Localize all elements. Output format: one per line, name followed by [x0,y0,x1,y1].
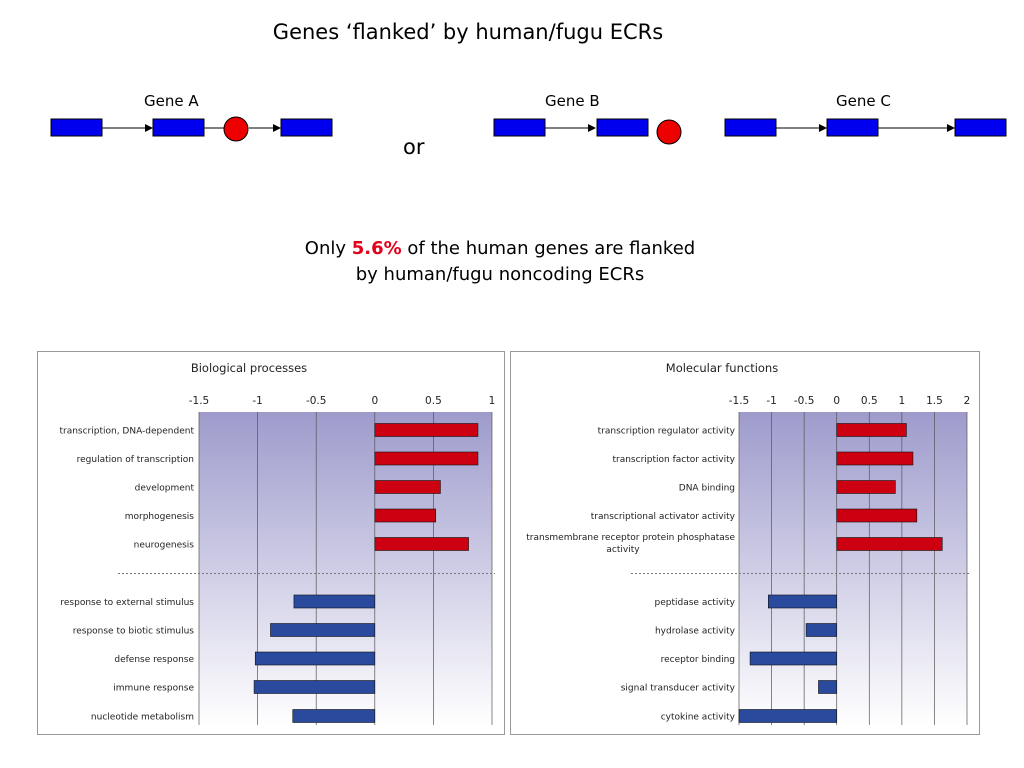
tick-label: -0.5 [794,395,815,407]
category-label: receptor binding [661,655,735,665]
tick-label: -1 [766,395,776,407]
tick-label: -1.5 [189,395,210,407]
bar [768,594,838,609]
category-label: transmembrane receptor protein phosphata… [526,533,735,555]
or-label: or [403,135,425,159]
gene-diagram [50,116,1007,145]
bar [292,709,376,723]
tick-label: 0.5 [425,395,442,407]
flank-diagram-left [50,116,333,142]
category-label: transcriptional activator activity [591,512,736,522]
category-label: transcription factor activity [612,455,735,465]
summary-percent: 5.6% [351,238,402,259]
summary-text: Only 5.6% of the human genes are flanked… [200,236,800,288]
category-label: defense response [114,655,194,665]
category-label: nucleotide metabolism [91,713,194,723]
chart-molecular-functions: Molecular functions -1.5 -1 -0.5 0 0.5 1 1.5 2 tr… [510,351,980,735]
tick-label: 0 [833,395,840,407]
category-label: response to biotic stimulus [73,627,195,637]
category-label: development [135,484,195,494]
summary-line-2: by human/fugu noncoding ECRs [355,264,645,285]
summary-suffix: of the human genes are flanked [401,238,696,259]
chart-svg-biological-processes: Biological processes -1.5 -1 -0.5 0 0.5 1 trans… [59,361,496,725]
gene-c-label: Gene C [836,92,891,110]
bar [749,651,838,666]
bar [374,508,437,523]
bar [836,508,918,523]
gene-box [954,118,1007,137]
gene-box [724,118,777,137]
ecr-circle [223,116,249,142]
bar [374,451,479,466]
category-label: neurogenesis [134,541,195,551]
gene-a-label: Gene A [144,92,199,110]
tick-label: 0 [371,395,378,407]
category-label: hydrolase activity [655,627,736,637]
bar [253,680,376,694]
gene-box [596,118,649,137]
category-label: signal transducer activity [621,684,736,694]
summary-line-1: Only 5.6% of the human genes are flanked [200,236,800,262]
category-label: cytokine activity [661,713,736,723]
bar [254,651,376,666]
gene-box [493,118,546,137]
bar [270,623,376,637]
bar [836,423,907,437]
bar [818,680,838,694]
chart-title: Biological processes [191,361,307,375]
category-label: transcription regulator activity [598,427,736,437]
category-label: peptidase activity [655,598,736,608]
category-label: regulation of transcription [77,455,194,465]
ecr-circle [656,119,682,145]
slide-title: Genes ‘flanked’ by human/fugu ECRs [272,20,664,44]
category-label: immune response [113,684,194,694]
gene-box [152,118,205,137]
tick-label: 1 [899,395,906,407]
bar [374,480,441,494]
gene-b-label: Gene B [545,92,600,110]
tick-label: -1.5 [729,395,750,407]
tick-label: 2 [964,395,971,407]
bar [374,537,469,551]
gene-box [826,118,879,137]
chart-svg-molecular-functions: Molecular functions -1.5 -1 -0.5 0 0.5 1 1.5 2 tr… [526,361,971,725]
tick-label: 1.5 [926,395,943,407]
gene-box [50,118,103,137]
bar [293,594,376,609]
category-label: response to external stimulus [60,598,194,608]
tick-label: -1 [252,395,262,407]
gene-box [280,118,333,137]
bar [836,537,943,551]
bar [374,423,479,437]
tick-label: 0.5 [861,395,878,407]
tick-label: -0.5 [306,395,327,407]
bar [836,451,914,466]
category-label: DNA binding [679,484,735,494]
bar [805,623,838,637]
flank-diagram-right [493,118,1007,145]
bar [836,480,896,494]
summary-prefix: Only [304,238,352,259]
tick-label: 1 [489,395,496,407]
category-label: transcription, DNA-dependent [59,427,194,437]
category-label: morphogenesis [125,512,195,522]
bar [738,709,838,723]
chart-title: Molecular functions [666,361,778,375]
chart-biological-processes: Biological processes -1.5 -1 -0.5 0 0.5 1 trans… [37,351,505,735]
